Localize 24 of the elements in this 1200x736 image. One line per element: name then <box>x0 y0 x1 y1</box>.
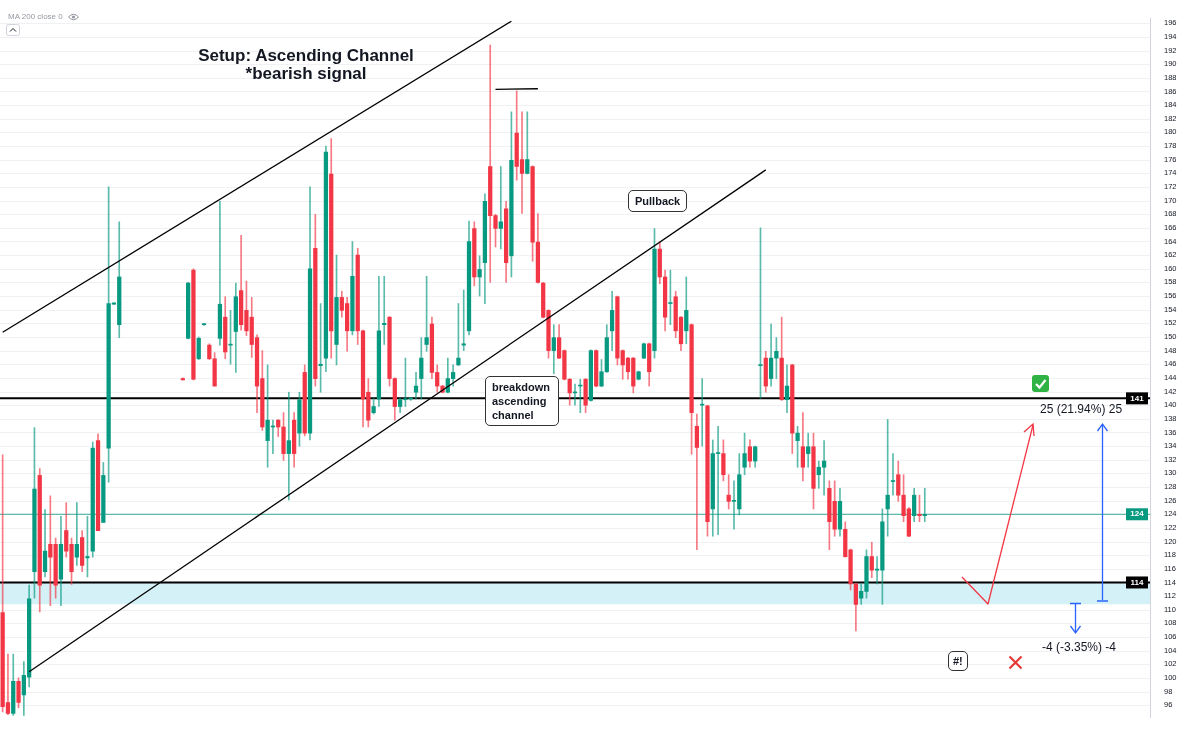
text: Setup: Ascending Channel <box>197 46 415 66</box>
ref-line-label: 124 <box>1130 509 1145 519</box>
candlestick <box>286 391 291 501</box>
candlestick <box>74 502 79 566</box>
annotation: Pullback <box>628 190 688 212</box>
text: *bearish signal <box>244 64 368 84</box>
annotation: 25 (21.94%) 25 <box>1040 402 1123 416</box>
annotation: -4 (-3.35%) -4 <box>1042 640 1117 654</box>
annotation: MA 200 close 0 <box>8 12 63 21</box>
candlestick <box>715 425 721 536</box>
candlestick <box>821 440 827 496</box>
candlestick <box>890 453 896 496</box>
candlestick <box>694 413 700 551</box>
candlestick <box>519 111 525 214</box>
annotation: #! <box>948 651 968 671</box>
candlestick <box>217 200 223 346</box>
candlestick <box>726 474 731 510</box>
candlestick <box>885 419 890 537</box>
ref-line-label: 114 <box>1130 577 1144 587</box>
candlestick <box>498 166 503 250</box>
ref-line-label: 141 <box>1130 393 1145 403</box>
candlestick <box>806 432 811 468</box>
candlestick <box>525 111 530 175</box>
annotation: breakdown ascending channel <box>485 376 559 426</box>
